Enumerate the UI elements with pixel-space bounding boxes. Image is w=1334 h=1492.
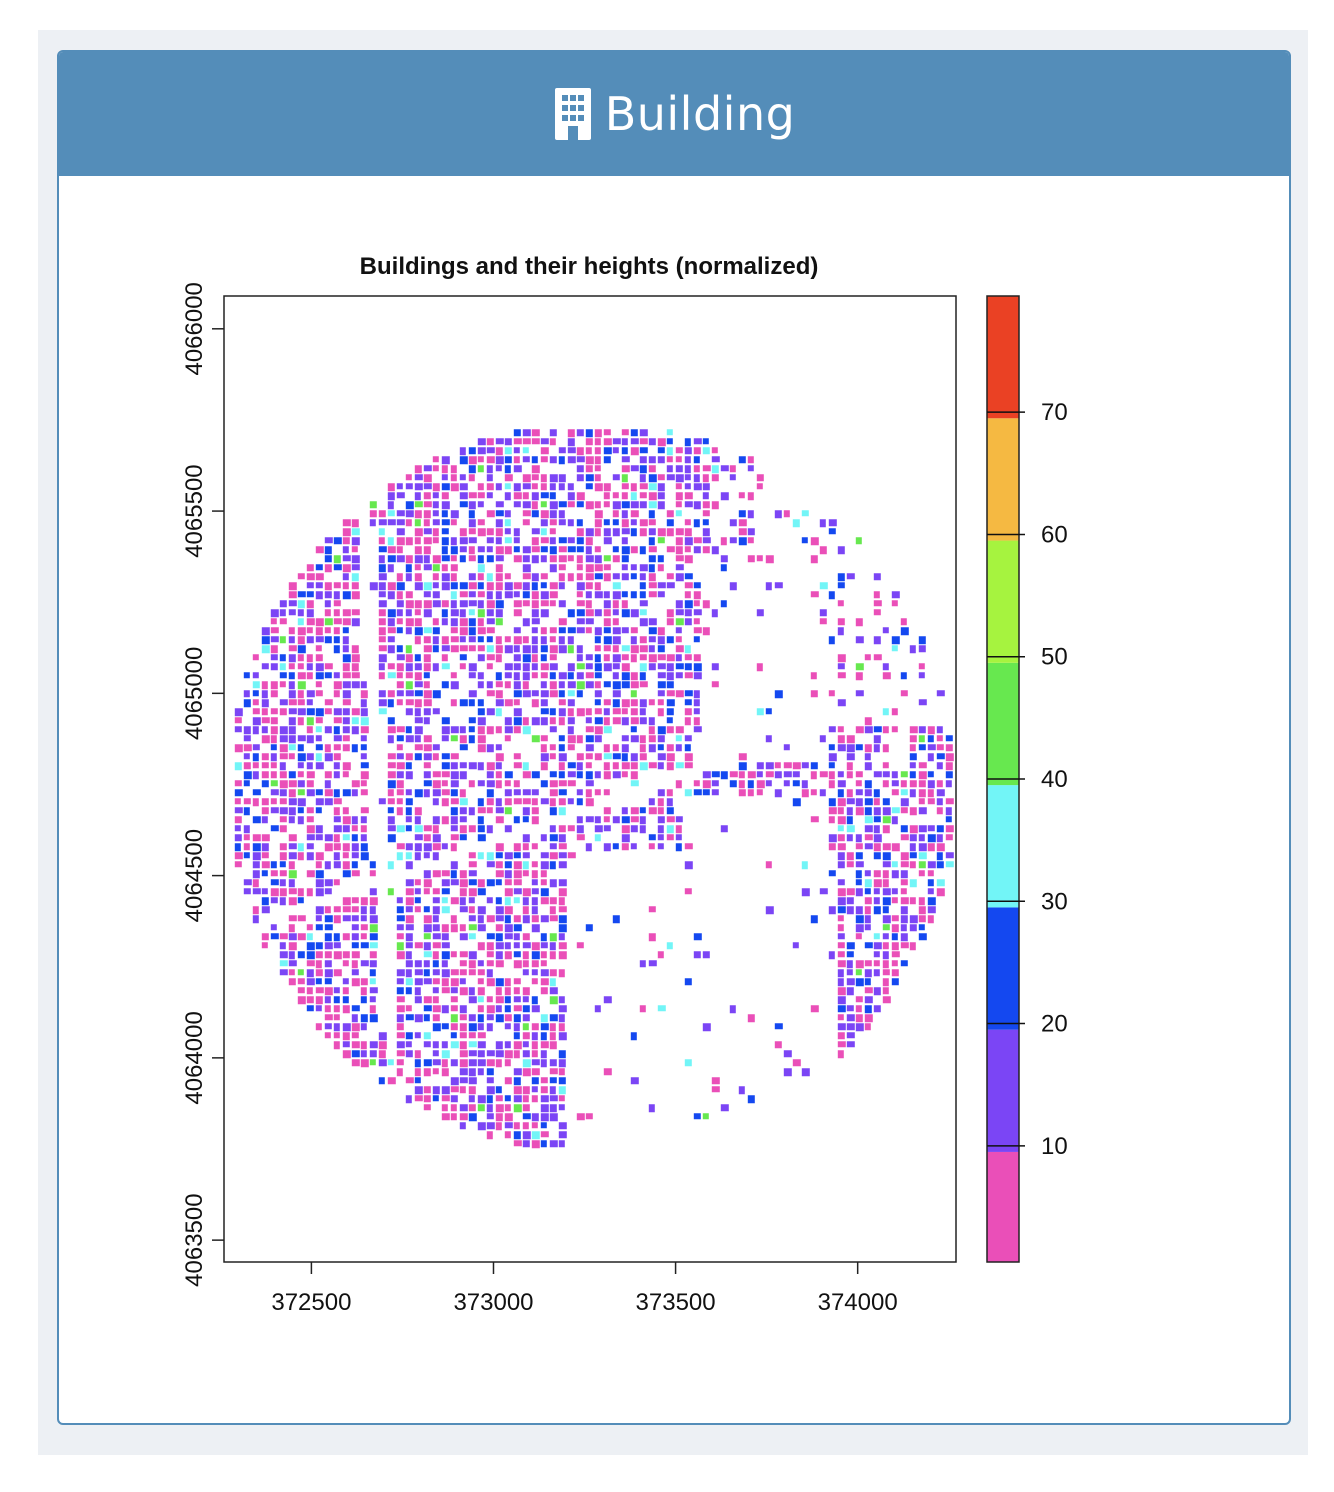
legend-tick-label: 70 (1041, 399, 1068, 426)
x-axis: 372500 373000 373500 374000 (271, 1262, 898, 1316)
building-icon (554, 88, 591, 140)
x-tick-label: 372500 (271, 1289, 351, 1316)
legend-tick-label: 50 (1041, 644, 1068, 671)
y-axis: 4063500 4064000 4064500 4065000 4065500 40660… (181, 282, 224, 1287)
legend-bin (987, 785, 1019, 908)
x-tick-label: 373000 (453, 1289, 533, 1316)
legend-bin (987, 296, 1019, 419)
legend-bin (987, 662, 1019, 786)
legend-tick-label: 20 (1041, 1011, 1068, 1038)
y-tick-label: 4064500 (181, 829, 208, 922)
x-tick-label: 374000 (818, 1289, 898, 1316)
legend-tick-label: 40 (1041, 766, 1068, 793)
legend-bin (987, 907, 1019, 1030)
chart-title: Buildings and their heights (normalized) (360, 253, 819, 280)
y-tick-label: 4065000 (181, 647, 208, 740)
panel-title: Building (604, 87, 796, 141)
building-cells (234, 429, 954, 1149)
legend-tick-label: 30 (1041, 888, 1068, 915)
legend-bin (987, 540, 1019, 663)
height-legend: 10 20 30 40 50 60 70 (986, 295, 1068, 1263)
building-cells (234, 429, 953, 1148)
plot-frame (223, 295, 957, 1263)
y-tick-label: 4064000 (181, 1011, 208, 1104)
y-tick-label: 4065500 (181, 464, 208, 557)
building-cells (234, 429, 954, 1148)
y-tick-label: 4066000 (181, 282, 208, 375)
x-tick-label: 373500 (636, 1289, 716, 1316)
legend-tick-label: 10 (1041, 1133, 1068, 1160)
y-tick-label: 4063500 (181, 1193, 208, 1286)
legend-bin (987, 1029, 1019, 1152)
buildings-layer (234, 429, 954, 1149)
legend-bin (987, 418, 1019, 541)
building-cells (234, 429, 954, 1140)
panel-header: Building (59, 52, 1289, 176)
legend-tick-label: 60 (1041, 521, 1068, 548)
legend-bin (987, 1151, 1019, 1262)
